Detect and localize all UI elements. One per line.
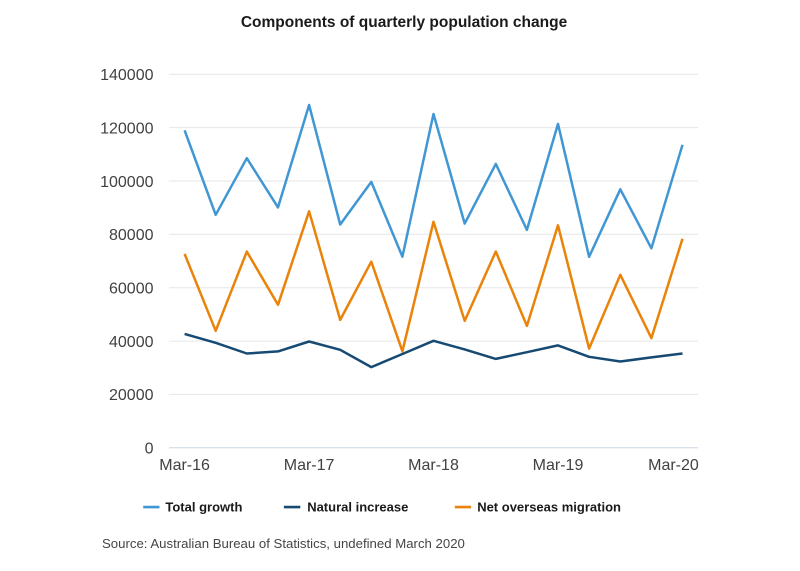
svg-text:Mar-20: Mar-20 — [648, 457, 699, 474]
svg-text:100000: 100000 — [100, 174, 153, 191]
svg-text:0: 0 — [145, 441, 154, 458]
svg-text:Total growth: Total growth — [165, 500, 242, 515]
svg-text:20000: 20000 — [109, 387, 154, 404]
svg-text:80000: 80000 — [109, 227, 154, 244]
svg-text:Natural increase: Natural increase — [307, 500, 408, 515]
svg-text:Mar-18: Mar-18 — [408, 457, 459, 474]
svg-text:Mar-17: Mar-17 — [284, 457, 335, 474]
svg-text:Mar-16: Mar-16 — [159, 457, 210, 474]
svg-text:40000: 40000 — [109, 334, 154, 351]
svg-text:60000: 60000 — [109, 281, 154, 298]
svg-text:Mar-19: Mar-19 — [533, 457, 584, 474]
svg-text:120000: 120000 — [100, 120, 153, 137]
svg-text:Components of quarterly popula: Components of quarterly population chang… — [241, 14, 568, 31]
svg-text:140000: 140000 — [100, 67, 153, 84]
svg-text:Source: Australian Bureau of S: Source: Australian Bureau of Statistics,… — [102, 536, 465, 551]
svg-text:Net overseas migration: Net overseas migration — [477, 500, 621, 515]
